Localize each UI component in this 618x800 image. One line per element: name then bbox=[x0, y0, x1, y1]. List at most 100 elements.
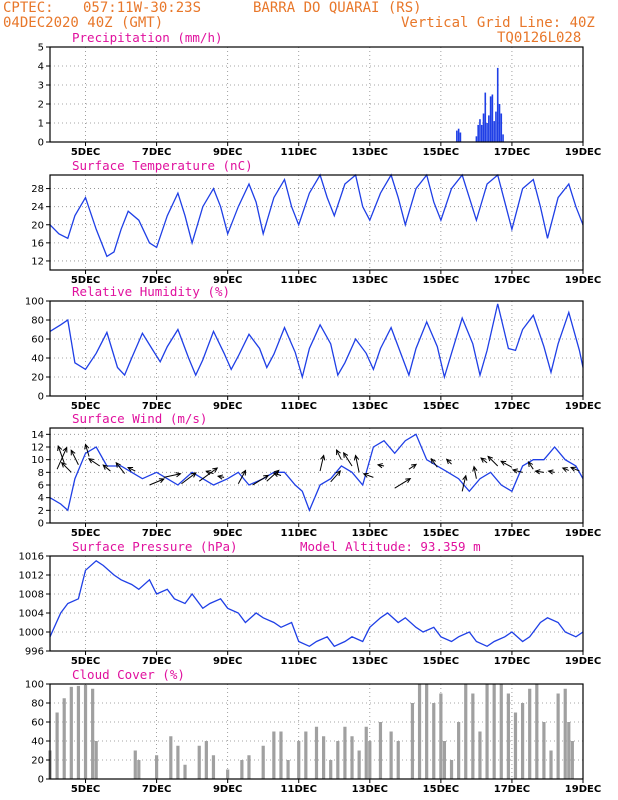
cloud-bar bbox=[442, 741, 447, 779]
x-tick-label: 11DEC bbox=[281, 656, 317, 667]
header-station: BARRA DO QUARAI (RS) bbox=[253, 0, 422, 16]
wind-arrow bbox=[363, 473, 374, 478]
x-tick-label: 13DEC bbox=[352, 784, 388, 795]
x-tick-label: 19DEC bbox=[565, 147, 601, 158]
precip-bar bbox=[496, 67, 499, 142]
wind-arrow bbox=[56, 447, 68, 470]
y-tick-label: 28 bbox=[31, 184, 44, 195]
precip-panel: 0 1 2 3 4 5 5DEC 7DEC 9DEC 11DEC 13DEC 15DEC 17DEC 19… bbox=[38, 30, 602, 158]
header-model: TQ0126L028 bbox=[497, 30, 582, 46]
wind-arrow-head bbox=[272, 471, 279, 477]
x-tick-label: 19DEC bbox=[565, 528, 601, 539]
wind-arrow-head bbox=[158, 478, 165, 484]
cloud-bar bbox=[211, 755, 216, 779]
wind-arrow-head bbox=[480, 457, 487, 463]
rh-panel: 0 20 40 60 80 100 5DEC 7DEC 9DEC 11DEC 13DEC 15DEC 1… bbox=[25, 284, 601, 412]
x-tick-label: 9DEC bbox=[213, 784, 242, 795]
x-tick-label: 7DEC bbox=[142, 528, 171, 539]
wind-arrow bbox=[85, 444, 90, 457]
wind-arrow-head bbox=[527, 461, 534, 467]
wind-arrow bbox=[570, 467, 580, 472]
precip-bar bbox=[500, 113, 503, 142]
cloud-bar bbox=[513, 712, 518, 779]
precip-bar bbox=[482, 113, 485, 142]
precip-bar bbox=[479, 119, 481, 142]
wind-frame bbox=[49, 427, 584, 524]
cloud-bar bbox=[432, 703, 436, 779]
x-tick-label: 13DEC bbox=[352, 528, 388, 539]
wind-arrow bbox=[528, 461, 534, 470]
cloud-bar bbox=[417, 684, 422, 779]
cloud-bar bbox=[94, 741, 98, 779]
wind-arrow bbox=[88, 458, 101, 467]
wind-arrow-head bbox=[353, 454, 360, 461]
y-tick-label: 24 bbox=[31, 202, 44, 213]
wind-arrow-head bbox=[376, 463, 383, 469]
x-tick-label: 15DEC bbox=[423, 401, 459, 412]
y-tick-label: 100 bbox=[25, 297, 44, 308]
x-tick-label: 7DEC bbox=[142, 656, 171, 667]
cloud-bar bbox=[549, 750, 553, 779]
precip-title: Precipitation (mm/h) bbox=[72, 30, 223, 45]
x-tick-label: 13DEC bbox=[352, 656, 388, 667]
pressure-panel: 996 1000 1004 1008 1012 1016 5DEC 7DEC 9DEC 11DEC… bbox=[19, 539, 602, 667]
wind-arrow-head bbox=[84, 443, 90, 450]
y-tick-label: 20 bbox=[31, 756, 44, 767]
x-tick-label: 17DEC bbox=[494, 401, 530, 412]
cloud-bar bbox=[535, 684, 539, 779]
x-tick-label: 11DEC bbox=[281, 528, 317, 539]
cloud-bar bbox=[240, 760, 244, 779]
cloud-bar bbox=[396, 741, 400, 779]
wind-arrow bbox=[252, 474, 269, 486]
wind-arrow-head bbox=[175, 472, 182, 478]
x-tick-label: 15DEC bbox=[423, 656, 459, 667]
cloud-bar bbox=[478, 731, 482, 779]
header-source: CPTEC: bbox=[3, 0, 54, 16]
cloud-bar bbox=[499, 684, 503, 779]
wind-line bbox=[49, 433, 584, 513]
precip-bar bbox=[484, 92, 487, 142]
cloud-bar bbox=[563, 688, 567, 779]
wind-arrow-head bbox=[430, 457, 436, 464]
y-tick-label: 1 bbox=[38, 119, 44, 130]
y-tick-label: 4 bbox=[38, 62, 44, 73]
wind-arrow bbox=[500, 460, 513, 468]
wind-arrow-head bbox=[60, 461, 67, 468]
x-tick-label: 15DEC bbox=[423, 275, 459, 286]
x-tick-label: 19DEC bbox=[565, 275, 601, 286]
wind-arrow bbox=[273, 472, 282, 476]
y-tick-label: 8 bbox=[38, 468, 44, 479]
temp-frame bbox=[49, 174, 584, 271]
wind-arrow-head bbox=[216, 474, 224, 480]
y-tick-label: 80 bbox=[31, 316, 44, 327]
x-tick-label: 11DEC bbox=[281, 147, 317, 158]
x-tick-label: 5DEC bbox=[71, 528, 100, 539]
wind-arrow bbox=[480, 457, 488, 464]
wind-arrow-head bbox=[561, 467, 568, 473]
wind-arrow-head bbox=[62, 446, 68, 453]
wind-title: Surface Wind (m/s) bbox=[72, 411, 207, 426]
wind-arrow bbox=[430, 458, 438, 468]
cloud-bar bbox=[55, 712, 59, 779]
cloud-bar bbox=[425, 684, 429, 779]
wind-arrow bbox=[512, 469, 523, 473]
y-tick-label: 6 bbox=[38, 481, 44, 492]
precip-bar bbox=[502, 134, 504, 142]
y-tick-label: 3 bbox=[38, 81, 44, 92]
y-tick-label: 1016 bbox=[19, 552, 44, 563]
x-tick-label: 11DEC bbox=[281, 784, 317, 795]
cloud-bar bbox=[368, 741, 372, 779]
y-tick-label: 40 bbox=[31, 354, 44, 365]
wind-arrow-head bbox=[534, 469, 541, 475]
cloud-bar bbox=[471, 693, 475, 779]
cloud-bar bbox=[364, 726, 368, 779]
wind-arrow-head bbox=[263, 474, 270, 480]
cloud-bar bbox=[286, 760, 290, 779]
x-tick-label: 5DEC bbox=[71, 401, 100, 412]
wind-arrow-head bbox=[205, 470, 212, 476]
cloud-bar bbox=[389, 731, 393, 779]
y-tick-label: 1004 bbox=[19, 609, 44, 620]
pressure-title: Surface Pressure (hPa) bbox=[72, 539, 238, 554]
cloud-bar bbox=[226, 769, 230, 779]
